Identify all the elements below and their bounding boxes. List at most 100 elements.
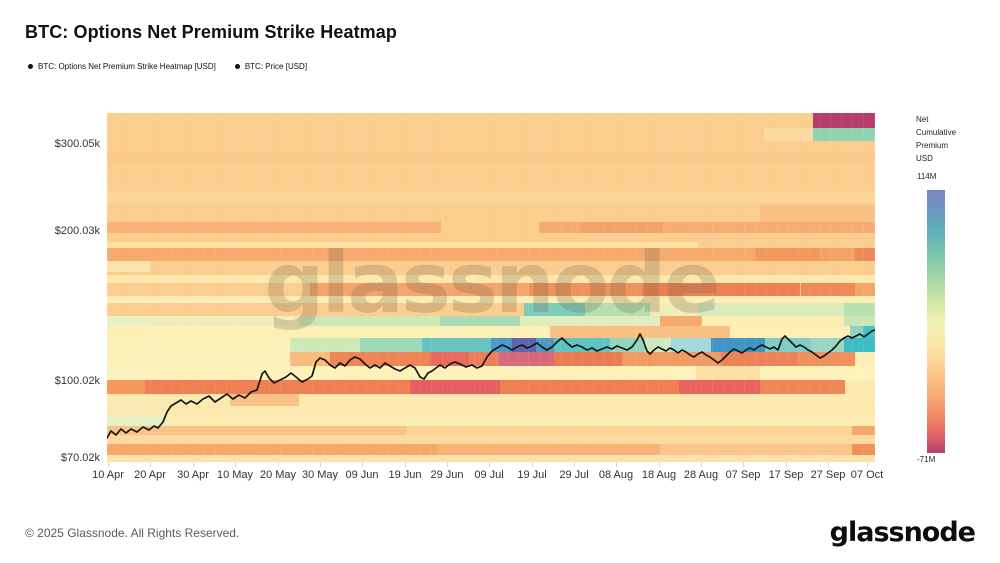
heatmap-cell: [107, 316, 154, 326]
heatmap-cell: [410, 380, 501, 394]
legend-item-label: BTC: Options Net Premium Strike Heatmap …: [38, 62, 216, 71]
heatmap-cell: [107, 296, 875, 303]
colorbar-min-label: -71M: [917, 455, 936, 464]
x-tick-mark: [532, 462, 533, 467]
btc-price-line: [107, 329, 875, 439]
heatmap-cell: [440, 316, 521, 326]
x-tick-mark: [828, 462, 829, 467]
y-tick-label: $100.02k: [54, 375, 100, 387]
x-tick-mark: [362, 462, 363, 467]
heatmap-cell: [659, 316, 703, 326]
heatmap-cell: [107, 426, 407, 435]
x-tick-mark: [786, 462, 787, 467]
heatmap-cell: [553, 338, 611, 352]
heatmap-row: [107, 435, 875, 444]
heatmap-row: [107, 380, 875, 394]
heatmap-row: [107, 248, 875, 261]
heatmap-cell: [309, 283, 530, 296]
heatmap-cell: [844, 303, 875, 316]
heatmap-cell: [107, 261, 150, 272]
heatmap-cell: [107, 242, 699, 248]
x-tick-mark: [108, 462, 109, 467]
heatmap-cell: [289, 352, 330, 366]
heatmap-cell: [812, 113, 875, 128]
x-tick-label: 29 Jun: [430, 469, 464, 481]
heatmap-cell: [721, 352, 799, 366]
heatmap-cell: [644, 338, 672, 352]
heatmap-row: [107, 191, 875, 203]
colorbar: [927, 190, 945, 453]
x-tick-mark: [447, 462, 448, 467]
heatmap-cell: [851, 444, 875, 455]
heatmap-cell: [421, 338, 491, 352]
heatmap-cell: [844, 338, 875, 352]
heatmap-cell: [107, 415, 169, 426]
heatmap-cell: [406, 426, 852, 435]
heatmap-cell: [145, 380, 411, 394]
legend-item-price[interactable]: BTC: Price [USD]: [234, 62, 307, 71]
heatmap-cell: [107, 326, 551, 338]
heatmap-cell: [811, 338, 845, 352]
colorbar-max-label: 114M: [917, 172, 937, 181]
heatmap-cell: [696, 366, 760, 380]
heatmap-cell: [469, 352, 499, 366]
legend-item-heatmap[interactable]: BTC: Options Net Premium Strike Heatmap …: [28, 62, 216, 71]
x-tick-mark: [701, 462, 702, 467]
x-tick-label: 19 Jun: [388, 469, 422, 481]
x-tick-label: 28 Aug: [683, 469, 719, 481]
x-tick-label: 10 May: [216, 469, 254, 481]
x-tick-label: 09 Jun: [345, 469, 379, 481]
heatmap-cell: [107, 444, 438, 455]
x-tick-mark: [867, 462, 868, 467]
x-tick-label: 19 Jul: [517, 469, 547, 481]
heatmap-cell: [759, 205, 875, 222]
legend-dot-icon: [234, 64, 240, 69]
heatmap-cell: [289, 338, 361, 352]
heatmap-row: [107, 406, 875, 415]
x-tick-label: 07 Oct: [850, 469, 884, 481]
heatmap-cell: [679, 380, 760, 394]
y-tick-label: $300.05k: [54, 138, 100, 150]
heatmap-row: [107, 394, 875, 406]
x-tick-mark: [659, 462, 660, 467]
x-tick-mark: [616, 462, 617, 467]
x-tick-label: 20 Apr: [134, 469, 166, 481]
heatmap-row: [107, 113, 875, 128]
heatmap-row: [107, 426, 875, 435]
heatmap-cell: [539, 222, 581, 233]
heatmap-cell: [759, 366, 875, 380]
heatmap-cell: [500, 380, 680, 394]
x-tick-label: 07 Sep: [725, 469, 761, 481]
heatmap-cell: [107, 366, 697, 380]
heatmap-row: [107, 455, 875, 462]
heatmap-cell: [698, 303, 845, 316]
heatmap-cell: [107, 275, 875, 283]
heatmap-cell: [107, 406, 875, 415]
heatmap-cell: [649, 303, 699, 316]
heatmap-plot-area[interactable]: glassnode: [107, 113, 875, 462]
heatmap-row: [107, 242, 875, 248]
heatmap-cell: [107, 352, 290, 366]
heatmap-row: [107, 296, 875, 303]
x-tick-mark: [235, 462, 236, 467]
x-tick-mark: [489, 462, 490, 467]
heatmap-cell: [764, 128, 813, 141]
x-tick-label: 09 Jul: [474, 469, 504, 481]
heatmap-cell: [168, 415, 875, 426]
heatmap-cell: [844, 316, 875, 326]
heatmap-cell: [863, 326, 875, 338]
heatmap-row: [107, 352, 875, 366]
heatmap-cell: [107, 191, 875, 203]
heatmap-cell: [798, 352, 856, 366]
glassnode-logo: glassnode: [829, 517, 976, 548]
heatmap-cell: [107, 338, 290, 352]
heatmap-row: [107, 261, 875, 272]
heatmap-row: [107, 444, 875, 455]
y-tick-label: $70.02k: [60, 452, 100, 464]
x-tick-label: 10 Apr: [92, 469, 124, 481]
x-tick-label: 30 Apr: [177, 469, 209, 481]
y-tick-label: $200.03k: [54, 225, 100, 237]
heatmap-row: [107, 275, 875, 283]
x-tick-mark: [405, 462, 406, 467]
x-tick-label: 29 Jul: [559, 469, 589, 481]
